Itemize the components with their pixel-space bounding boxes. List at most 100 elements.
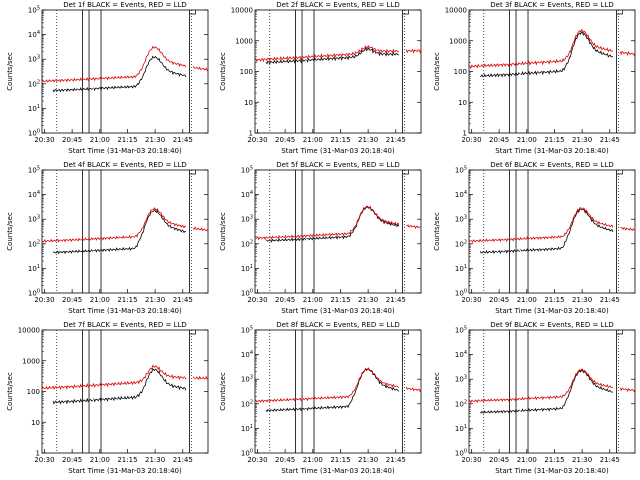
- y-tick-exponent: 2: [37, 79, 40, 85]
- plot-frame: [468, 329, 636, 454]
- attenuator-mark: [616, 10, 623, 15]
- y-tick-exponent: 4: [464, 190, 467, 196]
- y-tick-label: 103: [28, 215, 40, 224]
- y-tick-exponent: 1: [464, 424, 467, 430]
- x-tick-label: 21:30: [572, 456, 592, 464]
- attenuator-mark: [616, 170, 623, 175]
- y-tick-exponent: 3: [464, 215, 467, 221]
- x-axis-label: Start Time (31-Mar-03 20:18:40): [495, 307, 609, 315]
- x-tick-label: 21:45: [386, 136, 406, 144]
- lld-series-line: [254, 367, 422, 403]
- x-tick-label: 20:30: [461, 296, 481, 304]
- y-tick-label: 105: [241, 326, 253, 335]
- y-tick-exponent: 3: [464, 375, 467, 381]
- x-tick-label: 21:45: [173, 296, 193, 304]
- y-tick-label: 1000: [235, 37, 253, 45]
- y-tick-exponent: 5: [464, 326, 467, 332]
- y-tick-label: 104: [28, 190, 40, 199]
- x-axis-label: Start Time (31-Mar-03 20:18:40): [68, 147, 182, 155]
- y-tick-exponent: 2: [37, 239, 40, 245]
- x-tick-label: 20:30: [247, 456, 267, 464]
- chart-svg: Det 6f BLACK = Events, RED = LLD10010110…: [433, 161, 636, 315]
- y-tick-label: 10000: [231, 7, 253, 15]
- y-tick-label: 100: [241, 289, 253, 298]
- y-tick-label: 100: [28, 289, 40, 298]
- x-tick-label: 20:30: [34, 136, 54, 144]
- plot-frame: [41, 9, 209, 134]
- chart-title: Det 1f BLACK = Events, RED = LLD: [63, 1, 186, 9]
- chart-svg: Det 1f BLACK = Events, RED = LLD10010110…: [6, 1, 209, 155]
- lld-series-line: [468, 207, 636, 244]
- y-tick-label: 103: [241, 375, 253, 384]
- y-tick-label: 100: [454, 68, 467, 76]
- chart-title: Det 3f BLACK = Events, RED = LLD: [490, 1, 613, 9]
- panel-det-2: Det 2f BLACK = Events, RED = LLD 1 10 100 10…: [213, 0, 426, 160]
- events-series-line: [52, 55, 187, 93]
- y-tick-label: 1: [249, 130, 253, 138]
- lld-series-line: [468, 368, 636, 404]
- y-tick-label: 10: [31, 419, 40, 427]
- x-tick-label: 20:45: [489, 296, 509, 304]
- x-tick-label: 21:15: [330, 296, 350, 304]
- x-tick-label: 20:30: [247, 296, 267, 304]
- y-tick-exponent: 4: [250, 350, 253, 356]
- y-tick-exponent: 4: [464, 350, 467, 356]
- y-tick-label: 105: [455, 166, 467, 175]
- x-tick-label: 21:30: [358, 136, 378, 144]
- y-tick-label: 1: [36, 450, 40, 458]
- y-tick-label: 103: [455, 215, 467, 224]
- x-tick-label: 21:15: [117, 296, 137, 304]
- x-tick-label: 21:45: [600, 136, 620, 144]
- y-tick-exponent: 0: [250, 289, 253, 295]
- y-tick-label: 100: [28, 129, 40, 138]
- x-tick-label: 21:15: [330, 136, 350, 144]
- x-tick-label: 21:00: [303, 456, 323, 464]
- chart-svg: Det 3f BLACK = Events, RED = LLD 1 10 100 10…: [433, 1, 636, 155]
- x-tick-label: 21:00: [90, 296, 110, 304]
- y-tick-exponent: 1: [37, 264, 40, 270]
- y-tick-exponent: 0: [464, 289, 467, 295]
- x-tick-label: 21:00: [517, 456, 537, 464]
- x-tick-label: 20:45: [62, 136, 82, 144]
- y-tick-label: 103: [28, 55, 40, 64]
- y-tick-exponent: 5: [250, 326, 253, 332]
- x-axis-label: Start Time (31-Mar-03 20:18:40): [281, 147, 395, 155]
- y-tick-exponent: 5: [250, 166, 253, 172]
- lld-series-line: [254, 205, 421, 241]
- y-tick-label: 100: [240, 68, 253, 76]
- y-tick-exponent: 0: [37, 289, 40, 295]
- y-tick-label: 104: [455, 350, 467, 359]
- y-tick-exponent: 2: [250, 239, 253, 245]
- attenuator-mark: [402, 170, 409, 175]
- x-tick-label: 21:30: [572, 296, 592, 304]
- y-tick-exponent: 5: [37, 6, 40, 12]
- panel-det-3: Det 3f BLACK = Events, RED = LLD 1 10 100 10…: [427, 0, 640, 160]
- y-tick-label: 101: [28, 264, 40, 273]
- y-tick-exponent: 5: [464, 166, 467, 172]
- events-series-line: [265, 367, 400, 413]
- x-tick-label: 20:45: [275, 296, 295, 304]
- y-tick-exponent: 1: [250, 424, 253, 430]
- chart-title: Det 7f BLACK = Events, RED = LLD: [63, 321, 186, 329]
- x-tick-label: 21:30: [145, 136, 165, 144]
- chart-title: Det 5f BLACK = Events, RED = LLD: [276, 161, 399, 169]
- y-tick-label: 100: [455, 449, 467, 458]
- y-axis-label: Counts/sec: [433, 372, 441, 411]
- y-tick-label: 10000: [18, 327, 40, 335]
- events-series-line: [52, 209, 187, 255]
- panel-det-1: Det 1f BLACK = Events, RED = LLD 100 101 10…: [0, 0, 213, 160]
- panel-det-7: Det 7f BLACK = Events, RED = LLD 1 10 100 10…: [0, 320, 213, 480]
- x-tick-label: 21:00: [303, 136, 323, 144]
- y-tick-label: 104: [28, 30, 40, 39]
- y-tick-exponent: 1: [464, 264, 467, 270]
- x-tick-label: 21:30: [145, 456, 165, 464]
- lld-series-line: [41, 364, 209, 390]
- events-series-line: [52, 367, 187, 405]
- x-tick-label: 20:45: [275, 136, 295, 144]
- chart-svg: Det 8f BLACK = Events, RED = LLD10010110…: [219, 321, 422, 475]
- y-tick-exponent: 1: [250, 264, 253, 270]
- attenuator-mark: [402, 330, 409, 335]
- x-tick-label: 20:30: [461, 456, 481, 464]
- x-tick-label: 20:30: [461, 136, 481, 144]
- x-tick-label: 20:45: [62, 456, 82, 464]
